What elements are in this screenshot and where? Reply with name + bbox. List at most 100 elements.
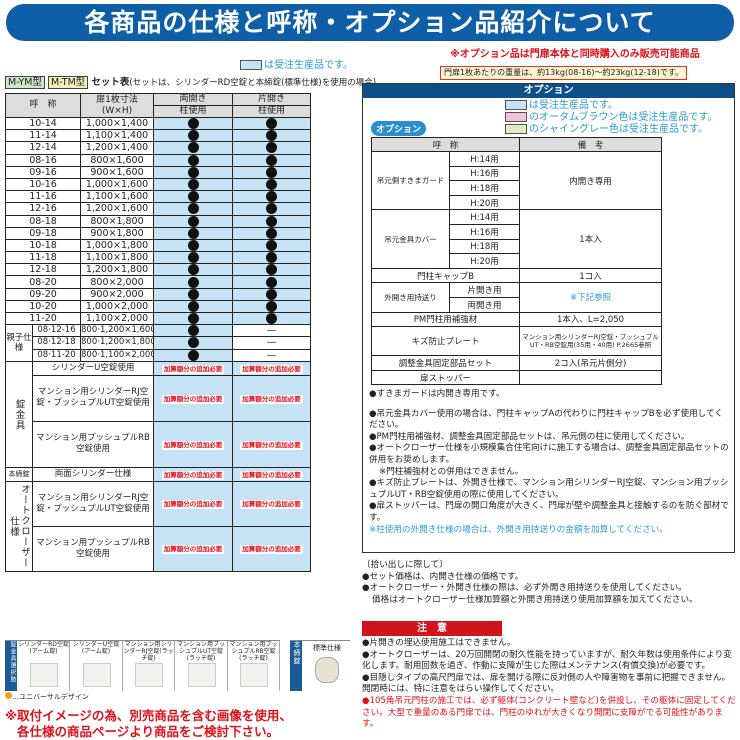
deadbolt-side-label: 本締錠	[290, 641, 302, 691]
add-required-label: 加算額分の追加必要	[240, 440, 303, 450]
option-row: 錠金具 シリンダーU空錠使用 加算額分の追加必要 加算額分の追加必要	[5, 360, 312, 468]
double-cell	[153, 153, 234, 167]
door-size: 1,000×1,800	[80, 238, 155, 253]
deadbolt-option: 本締錠 標準仕様	[290, 640, 350, 691]
option-note: 内開き専用	[519, 150, 663, 211]
available-dot	[266, 203, 278, 214]
handle-image	[82, 663, 111, 687]
add-required-cell: 加算額分の追加必要	[153, 374, 234, 422]
option-sub: H:16用	[448, 165, 521, 182]
single-cell	[232, 202, 312, 216]
spec-label: 両面シリンダー仕様	[31, 466, 155, 482]
pickup-item: 価格はオートクローザー仕様加算額と外開き用持送り使用加算額を加えてください。	[372, 594, 698, 605]
option-sub: H:20用	[448, 253, 521, 269]
badge-m-tm: M-TM型	[48, 76, 89, 89]
option-note: 1本入	[519, 209, 663, 269]
double-cell	[153, 348, 234, 362]
handle-label: マンション用プッシュプルRB空錠(ラッチ錠)	[229, 641, 278, 661]
table-row: 10-20 1,000×2,000	[4, 299, 312, 314]
option-name: 外開き用持送り	[371, 282, 450, 313]
option-row: 吊元金具カバー H:14用 1本入	[371, 209, 663, 269]
pickup-notes: 〔拾い出しに際して〕 ●セット価格は、内開き仕様の価格です。 ●オートクローザー…	[362, 560, 737, 606]
door-size: 1,000×1,400	[80, 116, 155, 131]
page-title: 各商品の仕様と呼称・オプション品紹介について	[6, 4, 734, 41]
table-row: 12-16 1,200×1,600	[4, 202, 312, 216]
note: ●オートクローザー仕様を小規模集合住宅向けに施工する場合は、調整金具固定部品セッ…	[369, 443, 729, 465]
double-cell	[153, 141, 234, 155]
add-required-label: 加算額分の追加必要	[240, 470, 303, 480]
table-row: 09-18 900×1,800	[4, 226, 312, 240]
note-cyan: ※柱使用の外開き仕様の場合は、外開き用持送りの金額を加算してください。	[369, 524, 668, 535]
model-name: 12-18	[4, 263, 82, 277]
double-cell	[153, 190, 234, 204]
option-sub: H:18用	[448, 180, 521, 196]
option-row: キズ防止プレート マンション用シリンダーRJ空錠・プッシュプルUT・RB空錠用(3…	[370, 326, 663, 357]
double-cell	[153, 324, 234, 338]
option-name: キズ防止プレート	[370, 326, 521, 357]
deadbolt-image	[315, 657, 339, 683]
double-cell	[153, 311, 234, 326]
closer-label: オートクローザー仕様	[5, 480, 33, 572]
add-required-label: 加算額分の追加必要	[240, 394, 303, 404]
model-name: 11-16	[4, 190, 82, 204]
table-row: 08·11-20 800·1,100×2,000 —	[6, 348, 312, 362]
col-name: 呼 称	[370, 137, 521, 152]
handle-label: シリンダーRD空錠(アーム錠)	[18, 641, 69, 655]
option-sub: H:20用	[448, 194, 521, 211]
single-cell	[232, 251, 312, 265]
available-dot	[266, 313, 278, 324]
not-available: —	[266, 349, 277, 361]
door-size: 800·1,200×1,800	[80, 336, 155, 350]
ud-note: …ユニバーサルデザイン	[5, 692, 89, 702]
legend-row: は受注生産品です。	[505, 100, 717, 112]
option-sub: H:18用	[448, 238, 521, 255]
table-row: 10-16 1,000×1,600	[4, 177, 312, 192]
available-dot	[266, 301, 278, 312]
option-row: マンション用プッシュプルRB空錠使用 加算額分の追加必要 加算額分の追加必要	[6, 525, 312, 572]
pickup-item: ●セット価格は、内開き仕様の価格です。	[362, 571, 524, 582]
image-note-line: ※取付イメージの為、別売商品を含む画像を使用、	[5, 708, 292, 723]
option-name: 吊元側すきまガード	[371, 150, 450, 211]
add-required-label: 加算額分の追加必要	[240, 364, 303, 374]
available-dot	[187, 203, 199, 214]
image-note: ※取付イメージの為、別売商品を含む画像を使用、 各仕様の商品ページより商品をご検…	[5, 708, 292, 740]
caution-item: ●オートクローザーは、20万回開閉の耐久性能を持っていますが、耐久年数は使用条件…	[362, 649, 732, 672]
caution-item: ●片開きの埋込使用施工はできません。	[362, 638, 516, 648]
door-size: 1,000×2,000	[80, 299, 155, 314]
double-cell	[153, 214, 234, 228]
add-required-cell: 加算額分の追加必要	[232, 374, 312, 422]
header-size: 扉1枚寸法 (W×H)	[80, 93, 155, 118]
handle-option: マンション用シリンダーRJ空錠(ラッチ錠)	[123, 641, 175, 691]
add-required-label: 加算額分の追加必要	[161, 545, 225, 555]
available-dot	[266, 264, 278, 275]
legend-row: のシャイングレー色は受注生産品です。	[505, 124, 717, 136]
option-name: 門柱キャップB	[370, 267, 521, 284]
model-name: 08·12-18	[31, 336, 82, 350]
option-row: 扉ストッパー	[370, 369, 663, 386]
door-size: 1,000×1,600	[80, 177, 155, 192]
model-name: 08-18	[4, 214, 82, 228]
double-cell	[153, 299, 234, 314]
available-dot	[187, 118, 199, 129]
available-dot	[187, 289, 199, 300]
model-name: 12-16	[4, 202, 82, 216]
option-sub: H:14用	[448, 151, 521, 167]
caution-item: ●目隠しタイプの高尺門扉では、扉を開ける際に反対側の人や障害物を事前に把握できま…	[362, 672, 731, 695]
caution-item-red: ●105角吊元門柱の施工では、必ず躯体(コンクリート壁など)を併設し、その躯体に…	[362, 695, 736, 730]
available-dot	[187, 350, 199, 361]
single-cell	[232, 116, 312, 131]
option-row: オートクローザー仕様 マンション用シリンダーRJ空錠・プッシュプルUT空錠使用 加算…	[5, 480, 312, 572]
model-name: 09-18	[4, 226, 82, 240]
model-name: 11-14	[4, 129, 82, 143]
option-sub: H:16用	[448, 223, 521, 240]
door-size: 900×1,600	[80, 165, 155, 179]
model-name: 09-16	[4, 165, 82, 179]
double-cell	[153, 287, 234, 301]
pickup-heading: 〔拾い出しに際して〕	[362, 560, 448, 570]
options-header: オプション	[363, 84, 734, 98]
double-cell	[153, 238, 234, 253]
caution-notes: ●片開きの埋込使用施工はできません。 ●オートクローザーは、20万回開閉の耐久性…	[362, 638, 737, 731]
add-required-cell: 加算額分の追加必要	[232, 420, 312, 468]
door-size: 1,100×1,400	[80, 129, 155, 143]
model-name: 08·11-20	[31, 348, 82, 362]
